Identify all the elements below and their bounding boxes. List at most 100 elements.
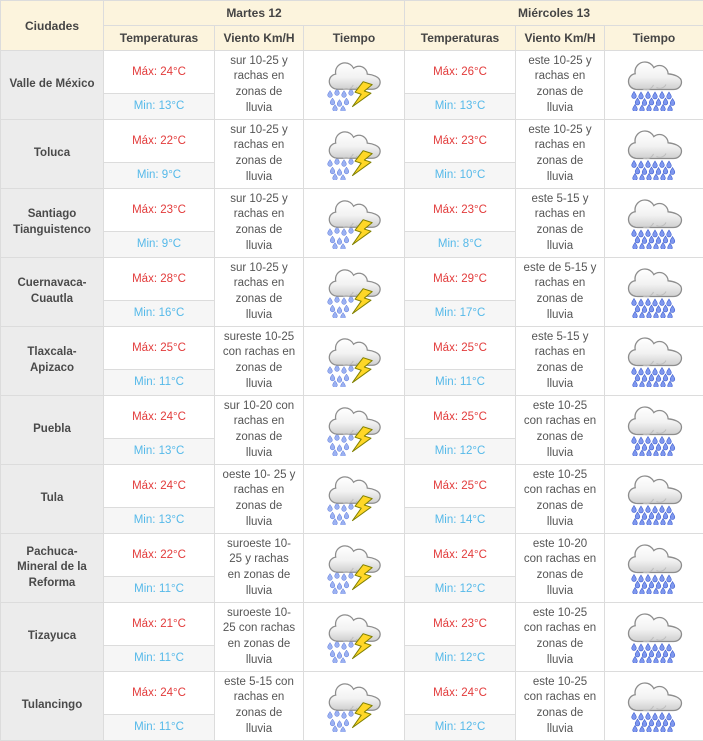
wind-forecast-day2: este 10-25 con rachas en zonas de lluvia <box>515 602 605 672</box>
city-name: Toluca <box>0 119 104 189</box>
heavy-rain-icon <box>622 473 686 525</box>
col-header-temperaturas-2: Temperaturas <box>404 25 516 51</box>
storm-rain-icon <box>322 404 386 456</box>
max-temperature: Máx: 25°C <box>405 396 515 438</box>
temperature-wrap: Máx: 24°C Min: 13°C <box>104 465 214 533</box>
wind-forecast-day1: suroeste 10-25 y rachas en zonas de lluv… <box>214 533 304 603</box>
min-temperature: Min: 16°C <box>104 299 214 326</box>
min-temperature: Min: 9°C <box>104 230 214 257</box>
weather-cell-day1 <box>303 533 405 603</box>
max-temperature: Máx: 28°C <box>104 258 214 300</box>
max-temperature: Máx: 29°C <box>405 258 515 300</box>
heavy-rain-icon <box>622 335 686 387</box>
table-row: Santiago Tianguistenco Máx: 23°C Min: 9°C s… <box>0 188 703 258</box>
storm-rain-icon <box>322 197 386 249</box>
wind-forecast-day2: este 10-25 y rachas en zonas de lluvia <box>515 119 605 189</box>
city-name: Puebla <box>0 395 104 465</box>
weather-cell-day2 <box>603 119 703 189</box>
min-temperature: Min: 10°C <box>405 161 515 188</box>
min-temperature: Min: 13°C <box>104 437 214 464</box>
wind-forecast-day1: suroeste 10-25 con rachas en zonas de ll… <box>214 602 304 672</box>
temperature-wrap: Máx: 22°C Min: 11°C <box>104 534 214 602</box>
day-header-miercoles: Miércoles 13 <box>403 0 703 26</box>
temperature-cell-day2: Máx: 25°C Min: 11°C <box>404 326 516 396</box>
temperature-wrap: Máx: 25°C Min: 12°C <box>405 396 515 464</box>
temperature-wrap: Máx: 25°C Min: 11°C <box>104 327 214 395</box>
table-row: Valle de México Máx: 24°C Min: 13°C sur 10-… <box>0 50 703 120</box>
heavy-rain-icon <box>622 266 686 318</box>
temperature-wrap: Máx: 24°C Min: 12°C <box>405 672 515 740</box>
min-temperature: Min: 14°C <box>405 506 515 533</box>
temperature-wrap: Máx: 24°C Min: 13°C <box>104 396 214 464</box>
weather-cell-day2 <box>603 533 703 603</box>
temperature-cell-day1: Máx: 24°C Min: 13°C <box>103 50 215 120</box>
table-row: Puebla Máx: 24°C Min: 13°C sur 10-20 con ra… <box>0 395 703 465</box>
temperature-cell-day2: Máx: 25°C Min: 12°C <box>404 395 516 465</box>
weather-cell-day2 <box>603 464 703 534</box>
max-temperature: Máx: 23°C <box>405 603 515 645</box>
city-name: Tizayuca <box>0 602 104 672</box>
temperature-wrap: Máx: 23°C Min: 9°C <box>104 189 214 257</box>
wind-forecast-day2: este de 5-15 y rachas en zonas de lluvia <box>515 257 605 327</box>
wind-forecast-day1: sur 10-25 y rachas en zonas de lluvia <box>214 257 304 327</box>
table-header: Ciudades Martes 12 Miércoles 13 Temperat… <box>0 0 703 51</box>
temperature-cell-day2: Máx: 24°C Min: 12°C <box>404 533 516 603</box>
storm-rain-icon <box>322 266 386 318</box>
wind-forecast-day2: este 10-25 con rachas en zonas de lluvia <box>515 671 605 741</box>
wind-forecast-day1: oeste 10- 25 y rachas en zonas de lluvia <box>214 464 304 534</box>
col-header-viento-1: Viento Km/H <box>214 25 304 51</box>
temperature-wrap: Máx: 22°C Min: 9°C <box>104 120 214 188</box>
min-temperature: Min: 17°C <box>405 299 515 326</box>
max-temperature: Máx: 25°C <box>104 327 214 369</box>
min-temperature: Min: 13°C <box>104 506 214 533</box>
weather-cell-day1 <box>303 50 405 120</box>
max-temperature: Máx: 25°C <box>405 327 515 369</box>
storm-rain-icon <box>322 542 386 594</box>
wind-forecast-day1: sureste 10-25 con rachas en zonas de llu… <box>214 326 304 396</box>
wind-forecast-day2: este 10-20 con rachas en zonas de lluvia <box>515 533 605 603</box>
temperature-wrap: Máx: 24°C Min: 13°C <box>104 51 214 119</box>
temperature-wrap: Máx: 24°C Min: 11°C <box>104 672 214 740</box>
city-name: Tlaxcala-Apizaco <box>0 326 104 396</box>
temperature-wrap: Máx: 23°C Min: 10°C <box>405 120 515 188</box>
temperature-wrap: Máx: 29°C Min: 17°C <box>405 258 515 326</box>
temperature-cell-day1: Máx: 22°C Min: 11°C <box>103 533 215 603</box>
min-temperature: Min: 13°C <box>405 92 515 119</box>
weather-cell-day2 <box>603 671 703 741</box>
heavy-rain-icon <box>622 404 686 456</box>
table-row: Toluca Máx: 22°C Min: 9°C sur 10-25 y racha… <box>0 119 703 189</box>
city-name: Cuernavaca-Cuautla <box>0 257 104 327</box>
heavy-rain-icon <box>622 611 686 663</box>
weather-cell-day1 <box>303 395 405 465</box>
wind-forecast-day1: este 5-15 con rachas en zonas de lluvia <box>214 671 304 741</box>
temperature-wrap: Máx: 24°C Min: 12°C <box>405 534 515 602</box>
max-temperature: Máx: 24°C <box>405 534 515 576</box>
wind-forecast-day1: sur 10-20 con rachas en zonas de lluvia <box>214 395 304 465</box>
city-name: Valle de México <box>0 50 104 120</box>
max-temperature: Máx: 23°C <box>104 189 214 231</box>
table-row: Tizayuca Máx: 21°C Min: 11°C suroeste 10-25… <box>0 602 703 672</box>
max-temperature: Máx: 23°C <box>405 189 515 231</box>
temperature-cell-day1: Máx: 24°C Min: 13°C <box>103 395 215 465</box>
min-temperature: Min: 12°C <box>405 713 515 740</box>
temperature-cell-day1: Máx: 25°C Min: 11°C <box>103 326 215 396</box>
min-temperature: Min: 13°C <box>104 92 214 119</box>
min-temperature: Min: 11°C <box>104 368 214 395</box>
min-temperature: Min: 11°C <box>104 575 214 602</box>
max-temperature: Máx: 24°C <box>104 51 214 93</box>
min-temperature: Min: 12°C <box>405 575 515 602</box>
weather-cell-day2 <box>603 257 703 327</box>
weather-cell-day1 <box>303 671 405 741</box>
table-row: Tulancingo Máx: 24°C Min: 11°C este 5-15 co… <box>0 671 703 741</box>
max-temperature: Máx: 24°C <box>104 672 214 714</box>
wind-forecast-day2: este 10-25 y rachas en zonas de lluvia <box>515 50 605 120</box>
min-temperature: Min: 12°C <box>405 644 515 671</box>
weather-cell-day1 <box>303 257 405 327</box>
temperature-cell-day1: Máx: 24°C Min: 13°C <box>103 464 215 534</box>
city-name: Tula <box>0 464 104 534</box>
temperature-wrap: Máx: 25°C Min: 14°C <box>405 465 515 533</box>
wind-forecast-day2: este 5-15 y rachas en zonas de lluvia <box>515 188 605 258</box>
col-header-viento-2: Viento Km/H <box>515 25 605 51</box>
max-temperature: Máx: 26°C <box>405 51 515 93</box>
temperature-cell-day2: Máx: 26°C Min: 13°C <box>404 50 516 120</box>
